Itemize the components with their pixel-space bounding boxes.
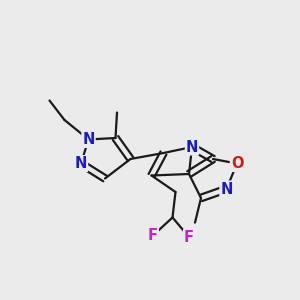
Text: F: F — [148, 228, 158, 243]
Text: N: N — [82, 132, 95, 147]
Text: N: N — [186, 140, 198, 154]
Text: O: O — [231, 156, 243, 171]
Text: F: F — [184, 230, 194, 244]
Text: N: N — [220, 182, 233, 196]
Text: N: N — [75, 156, 87, 171]
